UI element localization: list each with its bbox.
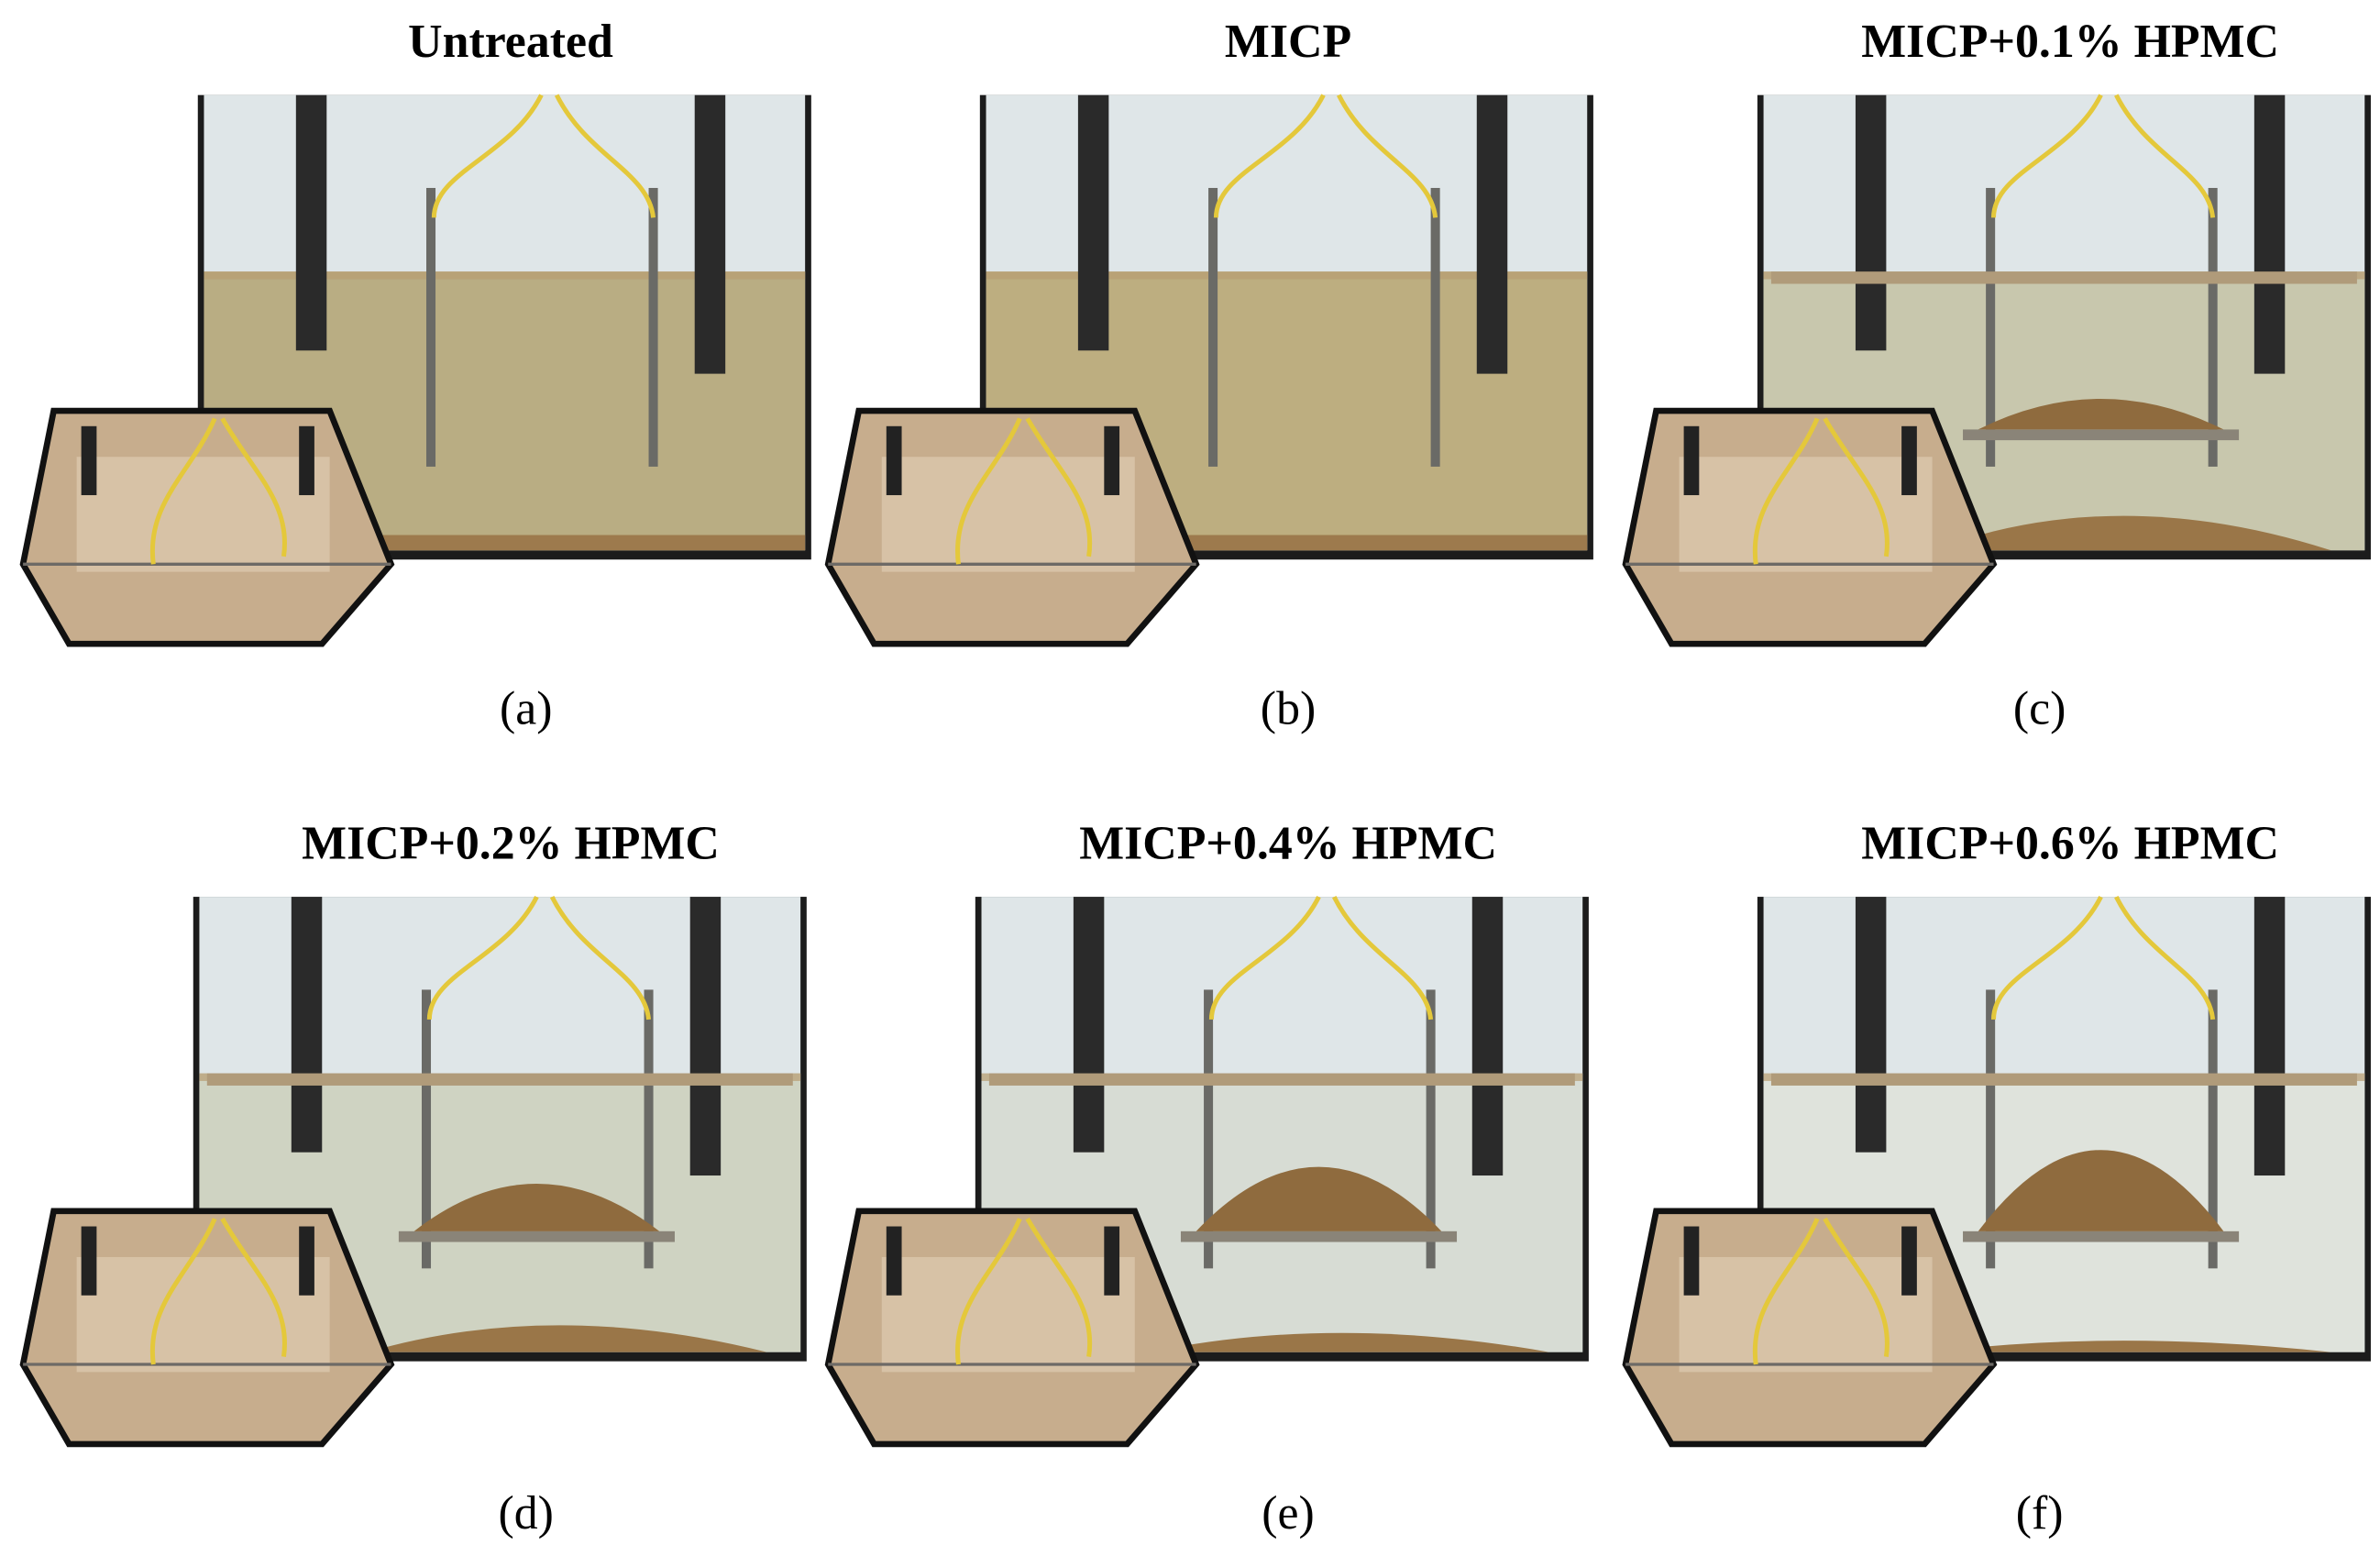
panel: MICP+0.6% HPMC (f) <box>1622 817 2371 1539</box>
pipe <box>2253 94 2286 374</box>
wire <box>1208 895 1434 1021</box>
panel-title: MICP+0.6% HPMC <box>1861 817 2279 869</box>
inset-sand <box>1679 1256 1933 1373</box>
inset-sand <box>76 1256 330 1373</box>
rod <box>2208 187 2218 467</box>
pipe <box>1855 897 1887 1153</box>
wire <box>426 895 652 1021</box>
sand-pile <box>413 1183 660 1231</box>
pipe <box>694 94 726 374</box>
wire <box>1990 94 2216 218</box>
panel-title: MICP+0.2% HPMC <box>302 817 720 869</box>
pipe <box>1476 94 1508 374</box>
pipe <box>295 94 327 351</box>
inset-pipe <box>1901 425 1917 496</box>
water-surface <box>204 271 806 280</box>
inset-sand <box>1679 457 1933 572</box>
sand-pile <box>1978 1150 2224 1231</box>
inset-pipe <box>1104 425 1120 496</box>
panel-label: (c) <box>2013 682 2066 734</box>
panel-label: (b) <box>1261 682 1316 734</box>
panel-title: MICP <box>1225 16 1351 68</box>
inset-sand <box>76 457 330 572</box>
rod <box>2208 989 2218 1269</box>
inset-wire <box>954 1217 1093 1365</box>
wire <box>1990 895 2216 1021</box>
panel-label: (d) <box>499 1487 554 1539</box>
sand-bottom <box>1150 1332 1549 1352</box>
wire <box>1213 94 1438 218</box>
rod <box>648 187 658 467</box>
inset-sand <box>881 1256 1135 1373</box>
top-plate <box>206 1073 793 1086</box>
panel: MICP (b) <box>824 16 1593 734</box>
pipe <box>1073 897 1105 1153</box>
panel-label: (a) <box>500 682 553 734</box>
top-plate <box>1770 1073 2357 1086</box>
rod <box>421 989 432 1269</box>
inset-pipe <box>1104 1226 1120 1296</box>
panel: Untreated (a) <box>19 16 811 734</box>
top-plate <box>1770 271 2357 284</box>
rod <box>1430 187 1440 467</box>
pipe <box>689 897 722 1176</box>
rod <box>644 989 654 1269</box>
inset-pipe <box>1683 1226 1700 1296</box>
panel-title: MICP+0.4% HPMC <box>1079 817 1497 869</box>
panel: MICP+0.2% HPMC (d) <box>19 817 807 1539</box>
inset-pipe <box>1683 425 1700 496</box>
rod <box>426 187 436 467</box>
bottom-plate <box>1180 1230 1458 1242</box>
inset-pipe <box>81 1226 97 1296</box>
sand-bottom <box>1932 1341 2331 1352</box>
wire <box>431 94 656 218</box>
inset-pipe <box>81 425 97 496</box>
water-surface <box>986 271 1588 280</box>
pipe <box>291 897 323 1153</box>
rod <box>1208 187 1218 467</box>
inset-wire <box>954 417 1093 565</box>
panel-title: Untreated <box>408 16 613 68</box>
panel-label: (f) <box>2016 1487 2064 1539</box>
pipe <box>2253 897 2286 1176</box>
panel-label: (e) <box>1262 1487 1315 1539</box>
inset-wire <box>149 1217 287 1365</box>
inset-pipe <box>299 1226 314 1296</box>
bottom-plate <box>398 1230 675 1242</box>
rod <box>1426 989 1436 1269</box>
inset-pipe <box>886 425 902 496</box>
inset-pipe <box>1901 1226 1917 1296</box>
sand-bottom <box>368 1325 767 1352</box>
bottom-plate <box>1963 429 2240 441</box>
panel-title: MICP+0.1% HPMC <box>1861 16 2279 68</box>
inset-sand <box>881 457 1135 572</box>
inset-pipe <box>299 425 314 496</box>
inset-wire <box>1752 417 1890 565</box>
top-plate <box>988 1073 1575 1086</box>
sand-bottom <box>1932 515 2331 551</box>
panel: MICP+0.1% HPMC (c) <box>1622 16 2371 734</box>
rod <box>1986 187 1996 467</box>
inset-wire <box>1752 1217 1890 1365</box>
sand-pile <box>1196 1166 1442 1231</box>
bottom-plate <box>1963 1230 2240 1242</box>
rod <box>1986 989 1996 1269</box>
pipe <box>1077 94 1109 351</box>
inset-wire <box>149 417 287 565</box>
pipe <box>1855 94 1887 351</box>
pipe <box>1471 897 1504 1176</box>
rod <box>1204 989 1214 1269</box>
panel: MICP+0.4% HPMC (e) <box>824 817 1589 1539</box>
inset-pipe <box>886 1226 902 1296</box>
sand-pile <box>1978 398 2224 430</box>
